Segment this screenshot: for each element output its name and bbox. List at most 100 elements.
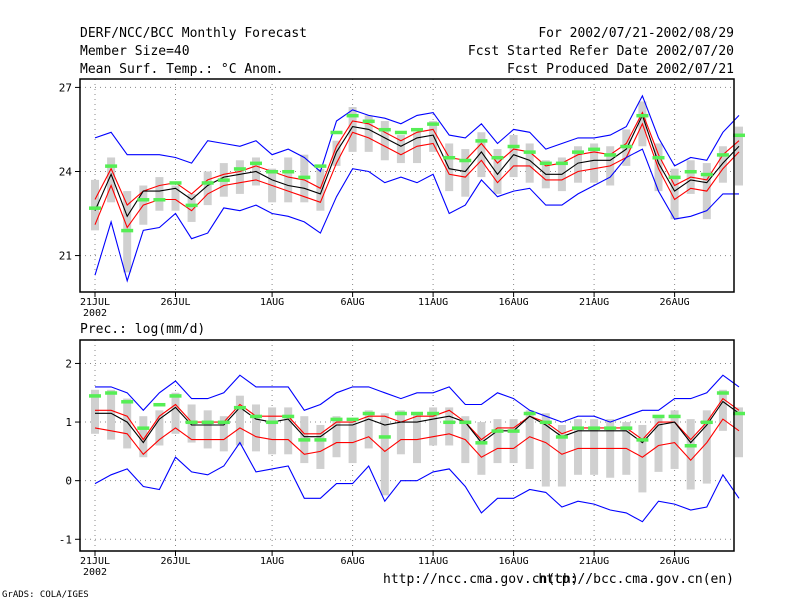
precip-marker — [250, 414, 262, 419]
precip-marker — [411, 411, 423, 416]
precip-marker — [604, 426, 617, 430]
temp-marker — [330, 130, 343, 135]
precip-marker — [282, 414, 295, 419]
header-refer-date: Fcst Started Refer Date 2002/07/20 — [468, 44, 734, 59]
precip-spread-box — [429, 407, 438, 446]
precip-panel: -1 0 1 2 21JUL 26JUL 1AUG 6AUG 11AUG 16AUG 21AUG 26… — [59, 339, 745, 578]
temp-marker — [121, 228, 134, 233]
url-bcc[interactable]: http://bcc.cma.gov.cn(en) — [538, 572, 734, 587]
precip-marker — [362, 411, 375, 416]
temp-marker — [411, 127, 423, 132]
temp-marker — [572, 150, 584, 154]
temp-marker — [362, 119, 375, 124]
precip-xtick-label: 21AUG — [579, 556, 609, 567]
precip-marker — [684, 444, 697, 448]
precip-xtick-label: 1AUG — [260, 556, 284, 567]
temp-marker — [475, 139, 488, 143]
precip-marker — [459, 420, 472, 425]
temp-series-max — [94, 94, 740, 173]
precip-spread-box — [107, 389, 116, 440]
precip-plot-frame — [79, 339, 735, 552]
temp-marker — [427, 122, 440, 126]
temp-spread-box — [509, 135, 518, 178]
precip-xtick-label: 6AUG — [341, 556, 365, 567]
temp-marker — [539, 161, 552, 166]
precip-marker — [185, 420, 198, 425]
precip-spread-box — [203, 410, 212, 449]
precip-grid — [80, 340, 734, 551]
temperature-lines — [94, 94, 740, 283]
precip-lines — [94, 374, 740, 523]
precip-series-max — [95, 374, 740, 423]
precip-spread-box — [670, 410, 679, 469]
precip-xtick-label: 21JUL — [80, 556, 110, 567]
temp-spread-box — [413, 132, 421, 164]
precip-marker — [378, 435, 391, 439]
precip-spread-box — [541, 413, 550, 487]
precip-spread-box — [123, 398, 132, 449]
temp-spread-box — [380, 121, 389, 161]
temp-spread-box — [396, 135, 405, 164]
header-member-size: Member Size=40 — [80, 44, 190, 59]
precip-marker — [330, 417, 343, 422]
precip-marker — [636, 438, 649, 442]
precip-spread-box — [493, 419, 502, 464]
temp-xtick-label: 6AUG — [341, 297, 365, 308]
temp-spread-box — [235, 160, 244, 194]
temp-marker — [523, 150, 536, 154]
temp-marker — [282, 169, 295, 174]
temp-spread-box — [364, 115, 373, 152]
temp-spread-box — [493, 149, 502, 194]
precip-series-mean — [95, 400, 740, 444]
precip-marker — [507, 429, 520, 433]
precip-marker — [668, 414, 681, 419]
precip-boxes — [91, 389, 743, 496]
temp-ytick-label: 24 — [59, 165, 73, 178]
precip-spread-box — [268, 407, 277, 455]
precip-spread-box — [139, 416, 148, 458]
temp-xtick-label: 21AUG — [579, 297, 609, 308]
temp-ytick-label: 21 — [59, 250, 72, 263]
temp-marker — [652, 155, 665, 160]
temp-marker — [668, 175, 681, 180]
temp-marker — [555, 161, 568, 166]
temp-marker — [636, 113, 649, 118]
header-variable: Mean Surf. Temp.: °C Anom. — [80, 62, 284, 77]
temp-marker — [443, 155, 456, 160]
temp-spread-box — [461, 149, 470, 197]
url-ncc[interactable]: http://ncc.cma.gov.cn(ch) — [383, 572, 579, 587]
precip-marker — [491, 429, 504, 433]
precip-spread-box — [380, 413, 389, 496]
precip-marker — [169, 394, 182, 398]
precip-marker — [153, 402, 166, 407]
temp-spread-box — [91, 179, 99, 231]
temp-spread-box — [316, 168, 325, 211]
precip-spread-box — [91, 389, 99, 434]
temp-ytick-label: 27 — [59, 81, 72, 94]
precip-marker — [233, 405, 246, 410]
precip-spread-box — [590, 419, 599, 475]
precip-xtick-label: 11AUG — [418, 556, 448, 567]
precip-marker — [572, 426, 584, 430]
header-produced-date: Fcst Produced Date 2002/07/21 — [507, 62, 734, 77]
precip-marker — [652, 414, 665, 419]
precip-marker — [539, 420, 552, 425]
temp-marker — [250, 161, 262, 166]
precip-xtick-label: 26AUG — [660, 556, 690, 567]
precip-marker — [700, 420, 713, 425]
precip-marker — [394, 411, 407, 416]
precip-marker — [346, 417, 359, 422]
precip-spread-box — [252, 404, 260, 452]
precip-spread-box — [219, 416, 228, 452]
temp-series-mean — [94, 113, 740, 218]
temp-year-label: 2002 — [83, 308, 107, 319]
temp-marker — [604, 153, 617, 157]
temp-xtick-label: 16AUG — [499, 297, 529, 308]
precip-series-lower — [94, 418, 740, 462]
precip-marker — [201, 420, 214, 425]
temp-spread-box — [445, 143, 454, 192]
temp-marker — [346, 113, 359, 118]
temp-spread-box — [171, 185, 180, 211]
temp-xtick-label: 26JUL — [160, 297, 190, 308]
